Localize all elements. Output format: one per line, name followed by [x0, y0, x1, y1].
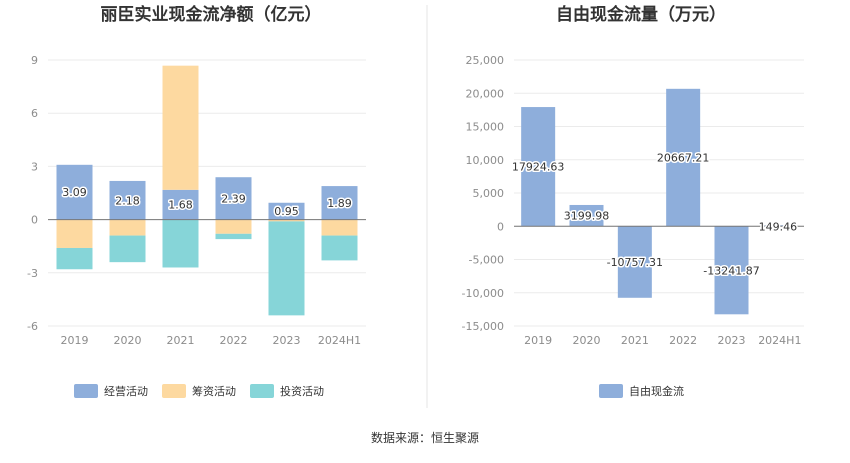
right-legend-label[interactable]: 自由现金流	[629, 384, 684, 398]
right-bar-2021-自由现金流	[617, 226, 652, 298]
left-x-tick-label: 2021	[167, 334, 195, 347]
left-x-tick-label: 2020	[114, 334, 142, 347]
left-bar-2020-投资活动	[109, 235, 146, 263]
left-data-label: 1.89	[327, 197, 352, 210]
right-x-tick-label: 2020	[573, 334, 601, 347]
left-data-label: 0.95	[274, 205, 299, 218]
data-source-note: 数据来源：恒生聚源	[371, 430, 479, 445]
left-x-tick-label: 2022	[220, 334, 248, 347]
left-data-label: 3.09	[62, 186, 87, 199]
left-bar-2020-经营活动	[109, 180, 146, 220]
left-chart: 丽臣实业现金流净额（亿元） 9 6 3 0 -3 -6 3.09 2.18 1.68 2.39 0…	[27, 4, 366, 398]
left-y-tick-label: 6	[31, 107, 38, 120]
left-bar-2022-投资活动	[215, 233, 252, 240]
left-chart-legend[interactable]: 经营活动 筹资活动 投资活动	[74, 384, 324, 398]
left-data-label: 1.68	[168, 199, 193, 212]
left-y-tick-label: 3	[31, 160, 38, 173]
right-y-tick-label: 25,000	[466, 54, 505, 67]
left-legend-label[interactable]: 经营活动	[104, 384, 148, 398]
left-bar-2020-筹资活动	[109, 219, 146, 236]
left-chart-grid	[48, 59, 366, 327]
right-x-tick-label: 2021	[621, 334, 649, 347]
left-bar-2023-投资活动	[268, 221, 305, 316]
right-x-tick-label: 2023	[718, 334, 746, 347]
left-chart-bars	[56, 65, 358, 316]
left-chart-title: 丽臣实业现金流净额（亿元）	[101, 4, 322, 25]
right-bar-2020-自由现金流	[569, 204, 604, 227]
right-y-tick-label: -5,000	[469, 254, 504, 267]
right-y-tick-label: 5,000	[473, 187, 505, 200]
right-chart-title: 自由现金流量（万元）	[556, 4, 726, 25]
left-bar-2024H1-筹资活动	[321, 219, 358, 236]
left-chart-data-labels: 3.09 2.18 1.68 2.39 0.95 1.89	[61, 185, 354, 220]
left-legend-label[interactable]: 筹资活动	[192, 384, 236, 398]
right-chart-grid	[514, 59, 804, 327]
left-y-tick-label: 9	[31, 54, 38, 67]
left-bar-2019-筹资活动	[56, 219, 93, 248]
right-bar-2022-自由现金流	[666, 88, 701, 227]
left-bar-2023-筹资活动	[268, 219, 305, 222]
right-x-tick-label: 2019	[524, 334, 552, 347]
right-data-label: 3199.98	[564, 210, 610, 223]
left-bar-2022-经营活动	[215, 177, 252, 220]
right-chart-legend[interactable]: 自由现金流	[599, 384, 684, 398]
right-chart: 自由现金流量（万元） 25,000 20,000 15,000 10,000 5,000…	[462, 4, 804, 398]
right-data-label: -10757.31	[607, 256, 663, 269]
left-chart-x-axis: 2019 2020 2021 2022 2023 2024H1	[61, 334, 362, 347]
left-bar-2021-投资活动	[162, 219, 199, 268]
left-bar-2023-经营活动	[268, 202, 305, 220]
left-data-label: 2.18	[115, 194, 140, 207]
left-bar-2024H1-经营活动	[321, 186, 358, 220]
right-bar-2023-自由现金流	[714, 226, 749, 315]
right-y-tick-label: -15,000	[462, 320, 504, 333]
right-data-label: -13241.87	[703, 264, 759, 277]
right-y-tick-label: -10,000	[462, 287, 504, 300]
right-y-tick-label: 20,000	[466, 87, 505, 100]
left-legend-swatch[interactable]	[250, 384, 274, 398]
left-chart-y-axis: 9 6 3 0 -3 -6	[27, 54, 38, 333]
right-data-label: 17924.63	[512, 161, 565, 174]
left-x-tick-label: 2023	[273, 334, 301, 347]
right-x-tick-label: 2024H1	[758, 334, 801, 347]
left-bar-2022-筹资活动	[215, 219, 252, 234]
right-x-tick-label: 2022	[669, 334, 697, 347]
right-chart-y-axis: 25,000 20,000 15,000 10,000 5,000 0 -5,000 -10,…	[462, 54, 504, 333]
right-data-label: 149.46	[759, 220, 798, 233]
right-chart-x-axis: 2019 2020 2021 2022 2023 2024H1	[524, 334, 801, 347]
right-y-tick-label: 0	[497, 220, 504, 233]
left-bar-2021-筹资活动	[162, 65, 199, 190]
left-bar-2021-经营活动	[162, 189, 199, 220]
right-y-tick-label: 10,000	[466, 154, 505, 167]
right-bar-2019-自由现金流	[521, 107, 556, 227]
left-legend-swatch[interactable]	[74, 384, 98, 398]
left-y-tick-label: -6	[27, 320, 38, 333]
right-y-tick-label: 15,000	[466, 121, 505, 134]
left-legend-swatch[interactable]	[162, 384, 186, 398]
left-bar-2019-投资活动	[56, 247, 93, 270]
left-y-tick-label: -3	[27, 267, 38, 280]
left-bar-2024H1-投资活动	[321, 235, 358, 261]
left-y-tick-label: 0	[31, 214, 38, 227]
left-x-tick-label: 2019	[61, 334, 89, 347]
left-legend-label[interactable]: 投资活动	[280, 384, 324, 398]
right-chart-data-labels: 17924.63 3199.98 -10757.31 20667.21 -13241.8…	[510, 150, 798, 279]
right-chart-bars	[521, 88, 797, 315]
right-legend-swatch[interactable]	[599, 384, 623, 398]
right-data-label: 20667.21	[657, 152, 710, 165]
left-data-label: 2.39	[221, 192, 246, 205]
left-x-tick-label: 2024H1	[318, 334, 361, 347]
left-bar-2019-经营活动	[56, 164, 93, 220]
